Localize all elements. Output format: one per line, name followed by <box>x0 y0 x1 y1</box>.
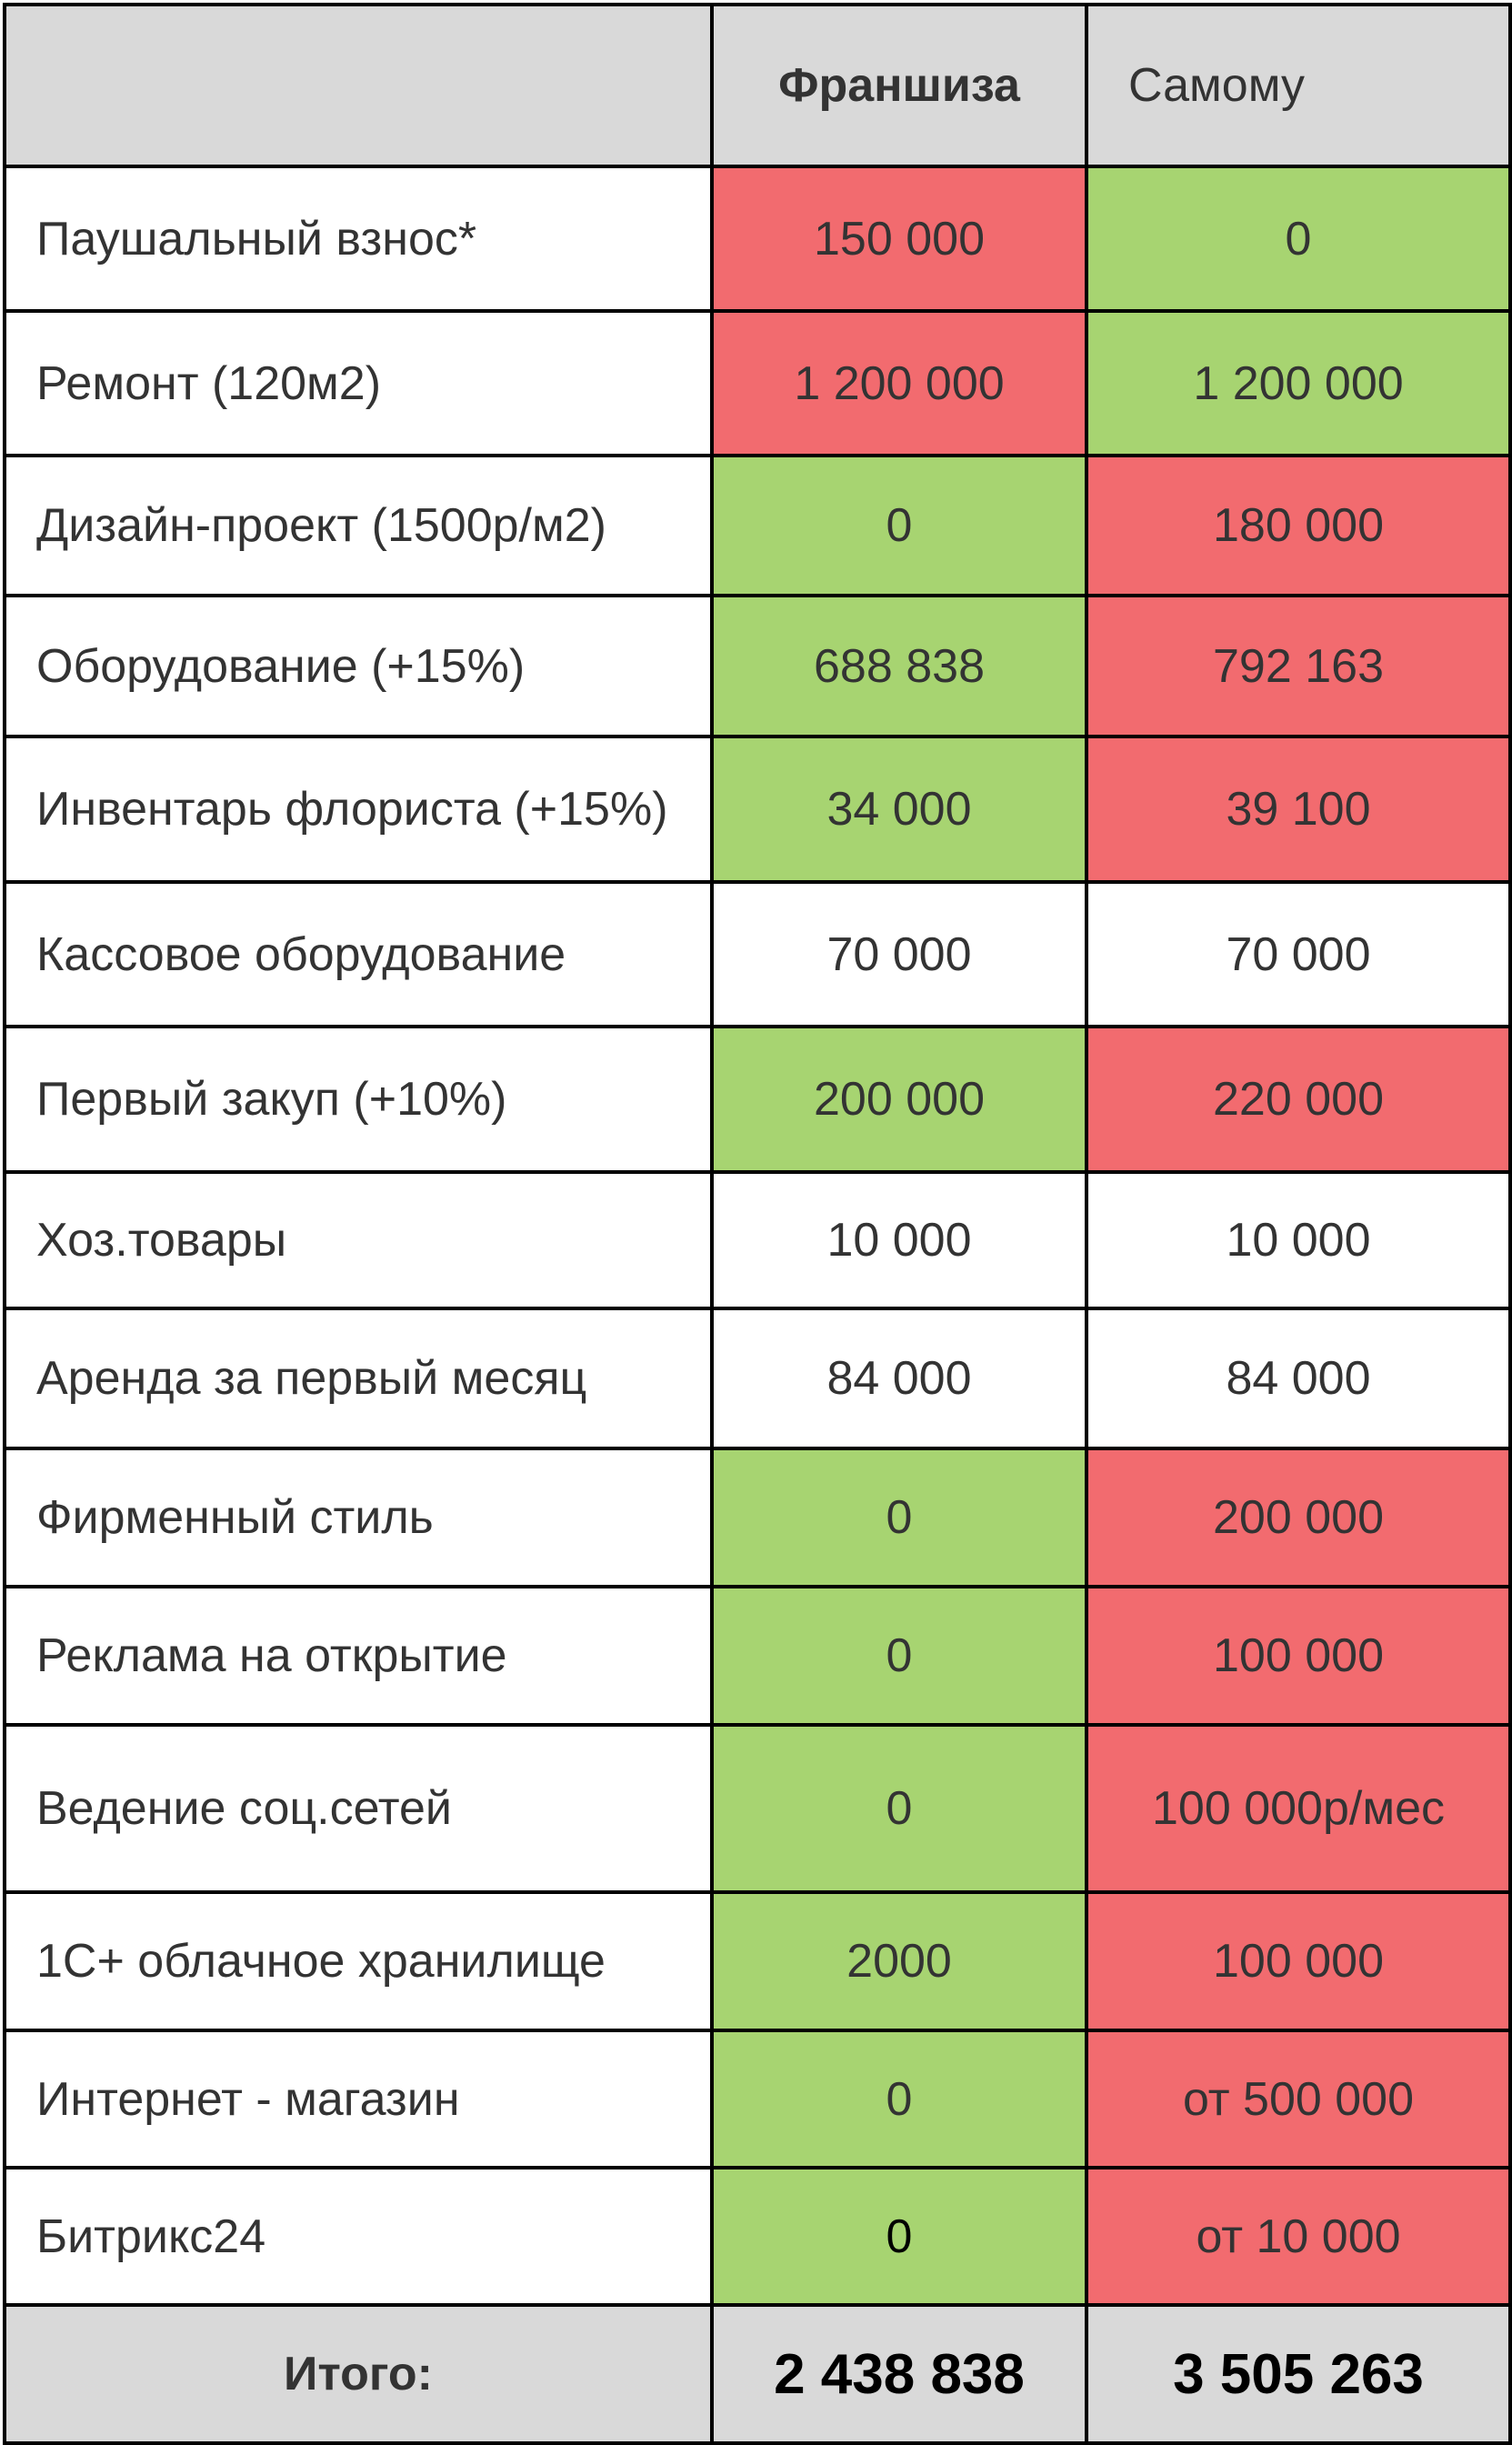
self-value: 1 200 000 <box>1085 309 1512 457</box>
self-value: 200 000 <box>1085 1447 1512 1588</box>
franchise-value: 0 <box>710 1585 1088 1727</box>
self-value: от 500 000 <box>1085 2029 1512 2169</box>
row-label: Битрикс24 <box>3 2166 714 2307</box>
row-label: Интернет - магазин <box>3 2029 714 2169</box>
franchise-value: 34 000 <box>710 735 1088 884</box>
row-label: Паушальный взнос* <box>3 165 714 313</box>
table-row: Битрикс24 0 от 10 000 <box>3 2166 1512 2307</box>
self-value: 10 000 <box>1085 1170 1512 1310</box>
row-label: Инвентарь флориста (+15%) <box>3 735 714 884</box>
total-franchise: 2 438 838 <box>710 2303 1088 2445</box>
table-row: Реклама на открытие 0 100 000 <box>3 1585 1512 1727</box>
header-self: Самому <box>1085 3 1512 168</box>
table-row: Интернет - магазин 0 от 500 000 <box>3 2029 1512 2169</box>
table-row: Аренда за первый месяц 84 000 84 000 <box>3 1307 1512 1450</box>
table-row: Оборудование (+15%) 688 838 792 163 <box>3 594 1512 738</box>
row-label: 1С+ облачное хранилище <box>3 1890 714 2032</box>
table-row: Дизайн-проект (1500р/м2) 0 180 000 <box>3 454 1512 597</box>
table-row: Ведение соц.сетей 0 100 000р/мес <box>3 1723 1512 1894</box>
franchise-value: 84 000 <box>710 1307 1088 1450</box>
franchise-value: 10 000 <box>710 1170 1088 1310</box>
row-label: Первый закуп (+10%) <box>3 1025 714 1174</box>
franchise-value: 2000 <box>710 1890 1088 2032</box>
table-row: Ремонт (120м2) 1 200 000 1 200 000 <box>3 309 1512 457</box>
franchise-value: 688 838 <box>710 594 1088 738</box>
row-label: Кассовое оборудование <box>3 880 714 1028</box>
header-franchise: Франшиза <box>710 3 1088 168</box>
self-value: 180 000 <box>1085 454 1512 597</box>
table-row: Хоз.товары 10 000 10 000 <box>3 1170 1512 1310</box>
row-label: Аренда за первый месяц <box>3 1307 714 1450</box>
franchise-value: 0 <box>710 1447 1088 1588</box>
self-value: 39 100 <box>1085 735 1512 884</box>
self-value: от 10 000 <box>1085 2166 1512 2307</box>
cost-comparison-table: Франшиза Самому Паушальный взнос* 150 00… <box>3 3 1512 2445</box>
total-row: Итого: 2 438 838 3 505 263 <box>3 2303 1512 2445</box>
self-value: 70 000 <box>1085 880 1512 1028</box>
total-label: Итого: <box>3 2303 714 2445</box>
franchise-value: 1 200 000 <box>710 309 1088 457</box>
header-empty-cell <box>3 3 714 168</box>
self-value: 220 000 <box>1085 1025 1512 1174</box>
franchise-value: 150 000 <box>710 165 1088 313</box>
self-value: 792 163 <box>1085 594 1512 738</box>
self-value: 100 000 <box>1085 1585 1512 1727</box>
row-label: Реклама на открытие <box>3 1585 714 1727</box>
table-row: Кассовое оборудование 70 000 70 000 <box>3 880 1512 1028</box>
row-label: Хоз.товары <box>3 1170 714 1310</box>
franchise-value: 0 <box>710 2166 1088 2307</box>
self-value: 0 <box>1085 165 1512 313</box>
table-row: Инвентарь флориста (+15%) 34 000 39 100 <box>3 735 1512 884</box>
self-value: 100 000 <box>1085 1890 1512 2032</box>
total-self: 3 505 263 <box>1085 2303 1512 2445</box>
franchise-value: 70 000 <box>710 880 1088 1028</box>
row-label: Фирменный стиль <box>3 1447 714 1588</box>
row-label: Оборудование (+15%) <box>3 594 714 738</box>
table-row: Первый закуп (+10%) 200 000 220 000 <box>3 1025 1512 1174</box>
table-row: Фирменный стиль 0 200 000 <box>3 1447 1512 1588</box>
row-label: Ремонт (120м2) <box>3 309 714 457</box>
header-row: Франшиза Самому <box>3 3 1512 168</box>
franchise-value: 0 <box>710 454 1088 597</box>
table-row: Паушальный взнос* 150 000 0 <box>3 165 1512 313</box>
self-value: 84 000 <box>1085 1307 1512 1450</box>
self-value: 100 000р/мес <box>1085 1723 1512 1894</box>
franchise-value: 0 <box>710 2029 1088 2169</box>
row-label: Ведение соц.сетей <box>3 1723 714 1894</box>
table-row: 1С+ облачное хранилище 2000 100 000 <box>3 1890 1512 2032</box>
franchise-value: 0 <box>710 1723 1088 1894</box>
row-label: Дизайн-проект (1500р/м2) <box>3 454 714 597</box>
franchise-value: 200 000 <box>710 1025 1088 1174</box>
